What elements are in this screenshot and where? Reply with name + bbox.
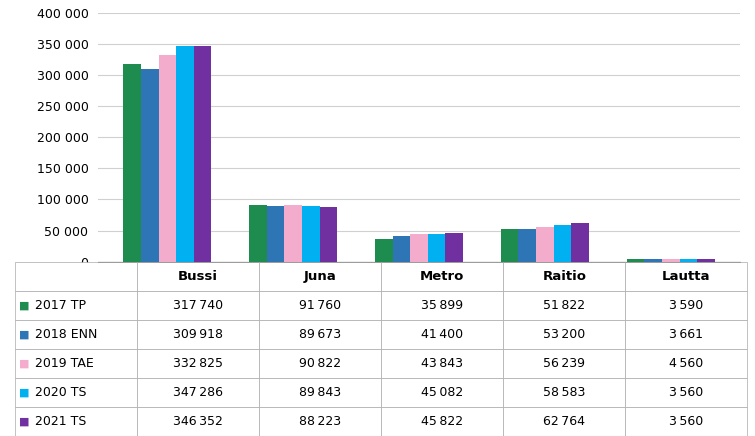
- Bar: [285, 205, 302, 262]
- Text: ■: ■: [19, 416, 29, 426]
- Bar: [194, 46, 211, 262]
- Bar: [141, 69, 159, 262]
- Bar: [662, 259, 680, 262]
- Bar: [644, 259, 662, 262]
- Bar: [375, 239, 393, 262]
- Bar: [680, 259, 697, 262]
- Text: ■: ■: [19, 388, 29, 397]
- Bar: [536, 227, 553, 262]
- Text: ■: ■: [19, 329, 29, 339]
- Bar: [553, 225, 572, 262]
- Bar: [393, 236, 410, 262]
- Bar: [445, 233, 463, 262]
- Bar: [572, 223, 589, 262]
- Bar: [302, 206, 319, 262]
- Bar: [319, 207, 337, 262]
- Bar: [519, 228, 536, 262]
- Bar: [410, 235, 428, 262]
- Bar: [267, 206, 285, 262]
- Bar: [123, 64, 141, 262]
- Bar: [159, 55, 176, 262]
- Text: ■: ■: [19, 300, 29, 310]
- Bar: [697, 259, 715, 262]
- Bar: [428, 234, 445, 262]
- Bar: [249, 204, 267, 262]
- Bar: [501, 229, 519, 262]
- Bar: [176, 46, 194, 262]
- Text: ■: ■: [19, 358, 29, 368]
- Bar: [627, 259, 644, 262]
